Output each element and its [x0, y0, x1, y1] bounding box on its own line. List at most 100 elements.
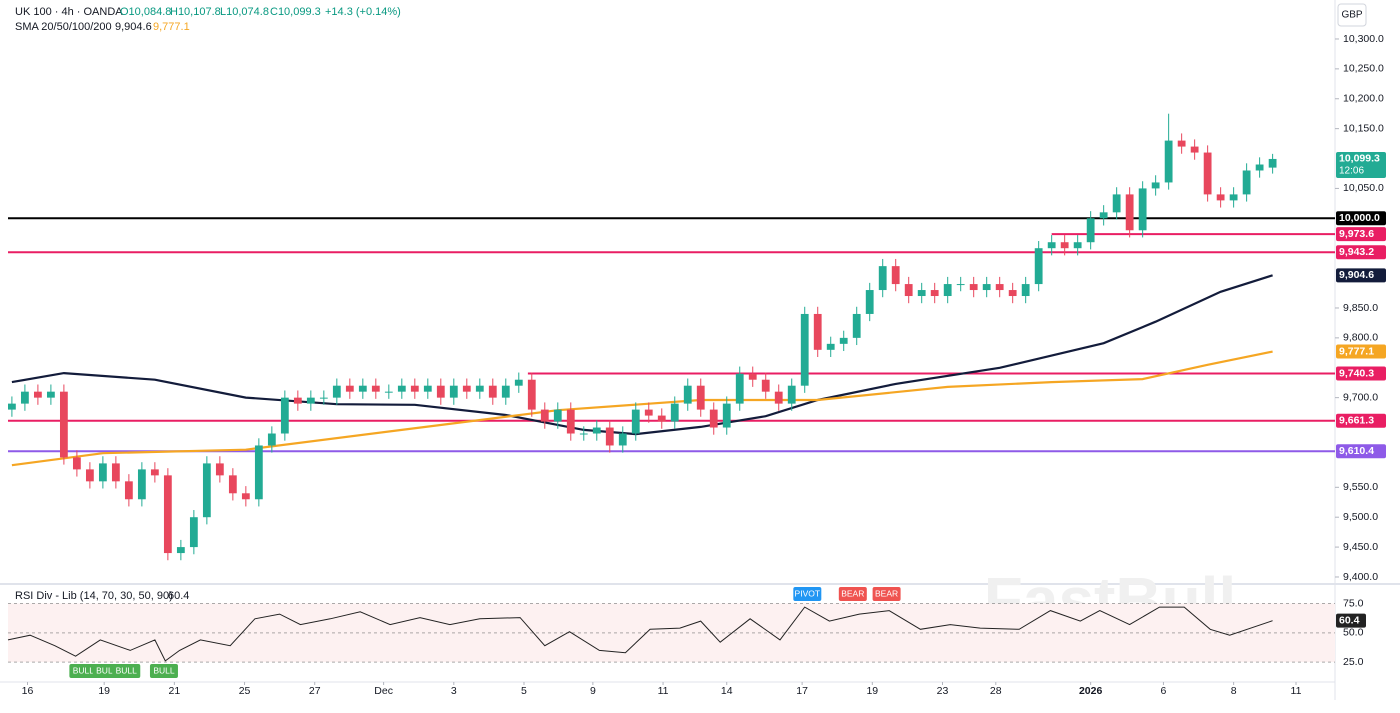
candle-body: [826, 343, 835, 350]
candle-body: [709, 409, 718, 428]
candle-body: [527, 379, 536, 410]
level-label: 9,610.4: [1339, 445, 1374, 457]
x-tick-label: 28: [990, 685, 1002, 697]
candle-body: [345, 385, 354, 392]
candle-body: [891, 266, 900, 285]
candle-body: [137, 469, 146, 500]
candle-body: [1138, 188, 1147, 231]
signal-label: BULL: [96, 665, 118, 675]
x-tick-label: 25: [239, 685, 251, 697]
candle-body: [111, 463, 120, 482]
candle-body: [865, 290, 874, 314]
level-label-box: [1336, 245, 1386, 260]
level-label-box: [1336, 413, 1386, 428]
x-tick-label: 8: [1231, 685, 1237, 697]
candle-body: [449, 385, 458, 398]
rsi-value-label: 60.4: [1339, 614, 1360, 626]
change: +14.3 (+0.14%): [325, 6, 401, 18]
sma-line: [11, 274, 1273, 436]
ohlc-close: C10,099.3: [270, 6, 321, 18]
candle-body: [267, 433, 276, 446]
candle-body: [1125, 194, 1134, 231]
ohlc-open: O10,084.8: [120, 6, 171, 18]
rsi-value-box: [1336, 613, 1366, 628]
x-tick-label: 17: [796, 685, 808, 697]
candle-body: [592, 427, 601, 434]
candle-body: [8, 403, 16, 410]
y-tick-label: 10,050.0: [1343, 182, 1384, 194]
signal-tag: [872, 587, 901, 601]
signal-tag: [149, 664, 178, 678]
sma-price-label-box: [1336, 268, 1386, 283]
y-tick-label: 9,850.0: [1343, 302, 1378, 314]
candle-body: [657, 415, 666, 422]
candle-body: [514, 379, 523, 386]
candle-body: [1255, 164, 1264, 171]
level-label-box: [1336, 444, 1386, 459]
x-tick-label: 16: [22, 685, 34, 697]
countdown: 12:06: [1339, 166, 1364, 177]
level-label-box: [1336, 366, 1386, 381]
candle-body: [800, 313, 809, 386]
y-tick-label: 9,550.0: [1343, 481, 1378, 493]
candle-body: [436, 385, 445, 398]
candle-body: [566, 409, 575, 434]
candle-body: [787, 385, 796, 404]
candle-body: [306, 397, 315, 404]
candle-body: [176, 547, 185, 554]
candle-body: [488, 385, 497, 398]
signal-tag: [793, 587, 822, 601]
candle-body: [813, 313, 822, 350]
y-tick-label: 9,450.0: [1343, 541, 1378, 553]
x-tick-label: 23: [937, 685, 949, 697]
sma-price-label: 9,777.1: [1339, 345, 1374, 357]
level-label: 9,943.2: [1339, 246, 1374, 258]
candle-body: [1047, 242, 1056, 249]
candle-body: [150, 469, 159, 476]
candle-body: [774, 391, 783, 404]
currency-box[interactable]: [1337, 3, 1367, 27]
signal-tag: [69, 664, 98, 678]
candle-body: [735, 373, 744, 404]
y-tick-label: 10,150.0: [1343, 122, 1384, 134]
signal-label: BULL: [73, 665, 95, 675]
x-tick-label: 9: [590, 685, 596, 697]
candle-body: [241, 493, 250, 500]
candle-body: [293, 397, 302, 404]
candle-body: [852, 313, 861, 338]
x-tick-label: 21: [169, 685, 181, 697]
candle-body: [332, 385, 341, 398]
candle-body: [943, 284, 952, 297]
level-label: 9,740.3: [1339, 367, 1374, 379]
level-label-box: [1336, 211, 1386, 226]
y-tick-label: 9,700.0: [1343, 391, 1378, 403]
x-tick-label: 5: [521, 685, 527, 697]
candle-body: [605, 427, 614, 446]
candle-body: [1021, 284, 1030, 297]
candle-body: [1203, 152, 1212, 195]
y-tick-label: 10,250.0: [1343, 63, 1384, 75]
rsi-title: RSI Div - Lib (14, 70, 30, 50, 90): [15, 590, 173, 602]
x-tick-label: 2026: [1079, 685, 1103, 697]
candle-body: [462, 385, 471, 392]
y-tick-label: 9,800.0: [1343, 332, 1378, 344]
x-tick-label: 27: [309, 685, 321, 697]
candle-body: [384, 391, 393, 393]
candle-body: [1242, 170, 1251, 195]
candle-body: [878, 266, 887, 291]
candle-body: [1073, 242, 1082, 249]
sma-price-label-box: [1336, 344, 1386, 359]
candle-body: [1216, 194, 1225, 201]
sma-price-label: 9,904.6: [1339, 269, 1374, 281]
x-tick-label: 11: [1291, 685, 1302, 697]
sma-value: 9,904.6: [115, 21, 152, 33]
candle-body: [1190, 146, 1199, 153]
y-tick-label: 10,300.0: [1343, 33, 1384, 45]
rsi-tick-label: 25.0: [1343, 656, 1364, 668]
candle-body: [319, 397, 328, 399]
candle-body: [1268, 158, 1277, 168]
level-label: 10,000.0: [1339, 212, 1380, 224]
candle-body: [1008, 290, 1017, 297]
candle-body: [1099, 212, 1108, 219]
